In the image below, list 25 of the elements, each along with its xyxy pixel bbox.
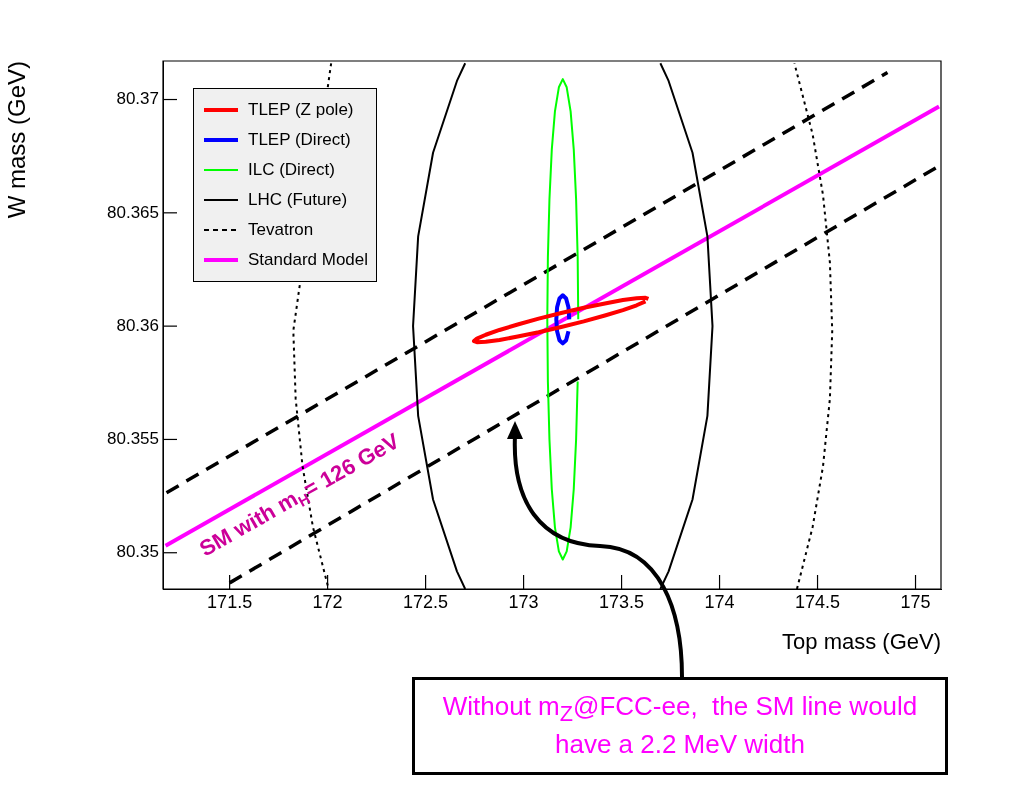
legend-label: TLEP (Direct): [248, 130, 351, 150]
annotation: SM with mH= 126 GeV: [195, 428, 404, 562]
y-tick-label: 80.35: [116, 542, 159, 562]
legend-label: ILC (Direct): [248, 160, 335, 180]
y-tick-label: 80.355: [107, 429, 159, 449]
x-tick-label: 172.5: [403, 591, 449, 612]
line-series: [472, 295, 651, 345]
legend-label: Tevatron: [248, 220, 314, 240]
callout-box: Without m$_{Z}$@FCC-ee, the SM line would have a 2.2 MeV width: [412, 677, 948, 775]
y-tick-label: 80.36: [116, 315, 159, 335]
legend-label: LHC (Future): [248, 190, 348, 210]
x-tick-label: 174: [704, 591, 735, 612]
x-tick-label: 174.5: [795, 591, 841, 612]
x-tick-label: 171.5: [207, 591, 253, 612]
x-tick-label: 173: [508, 591, 539, 612]
legend-label: Standard Model: [248, 250, 369, 270]
y-tick-label: 80.365: [107, 202, 159, 222]
y-axis-title: W mass (GeV): [3, 61, 31, 219]
legend-label: TLEP (Z pole): [248, 100, 354, 120]
x-tick-label: 172: [312, 591, 343, 612]
x-tick-label: 173.5: [599, 591, 645, 612]
y-tick-label: 80.37: [116, 89, 159, 109]
x-tick-label: 175: [900, 591, 931, 612]
line-series: [546, 78, 580, 561]
x-axis-title: Top mass (GeV): [782, 628, 941, 654]
